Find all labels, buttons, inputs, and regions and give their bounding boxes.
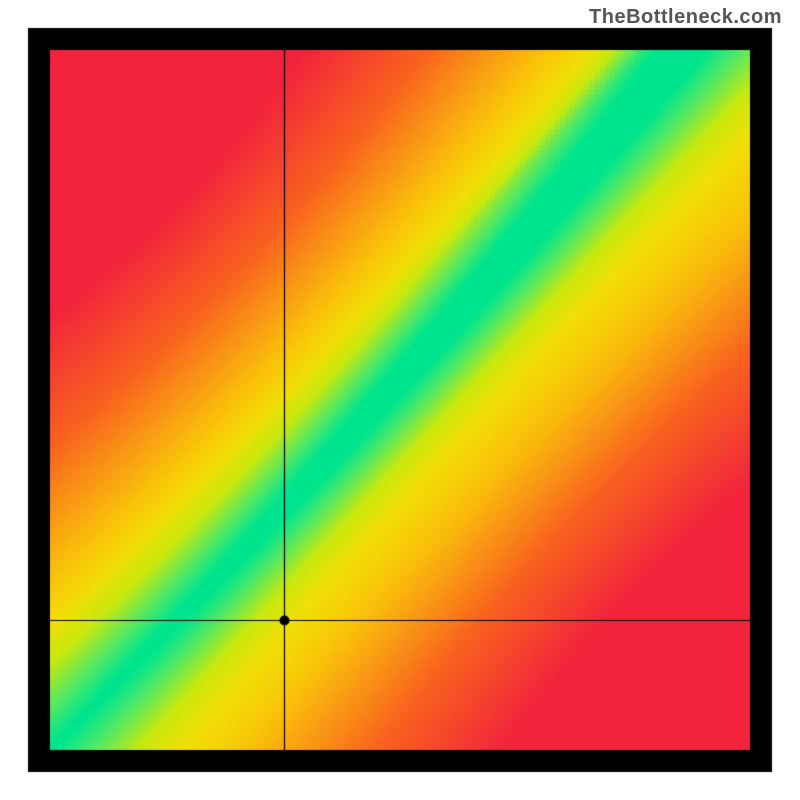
watermark-text: TheBottleneck.com (589, 6, 782, 29)
chart-container: TheBottleneck.com (0, 0, 800, 800)
heatmap-canvas (0, 0, 800, 800)
